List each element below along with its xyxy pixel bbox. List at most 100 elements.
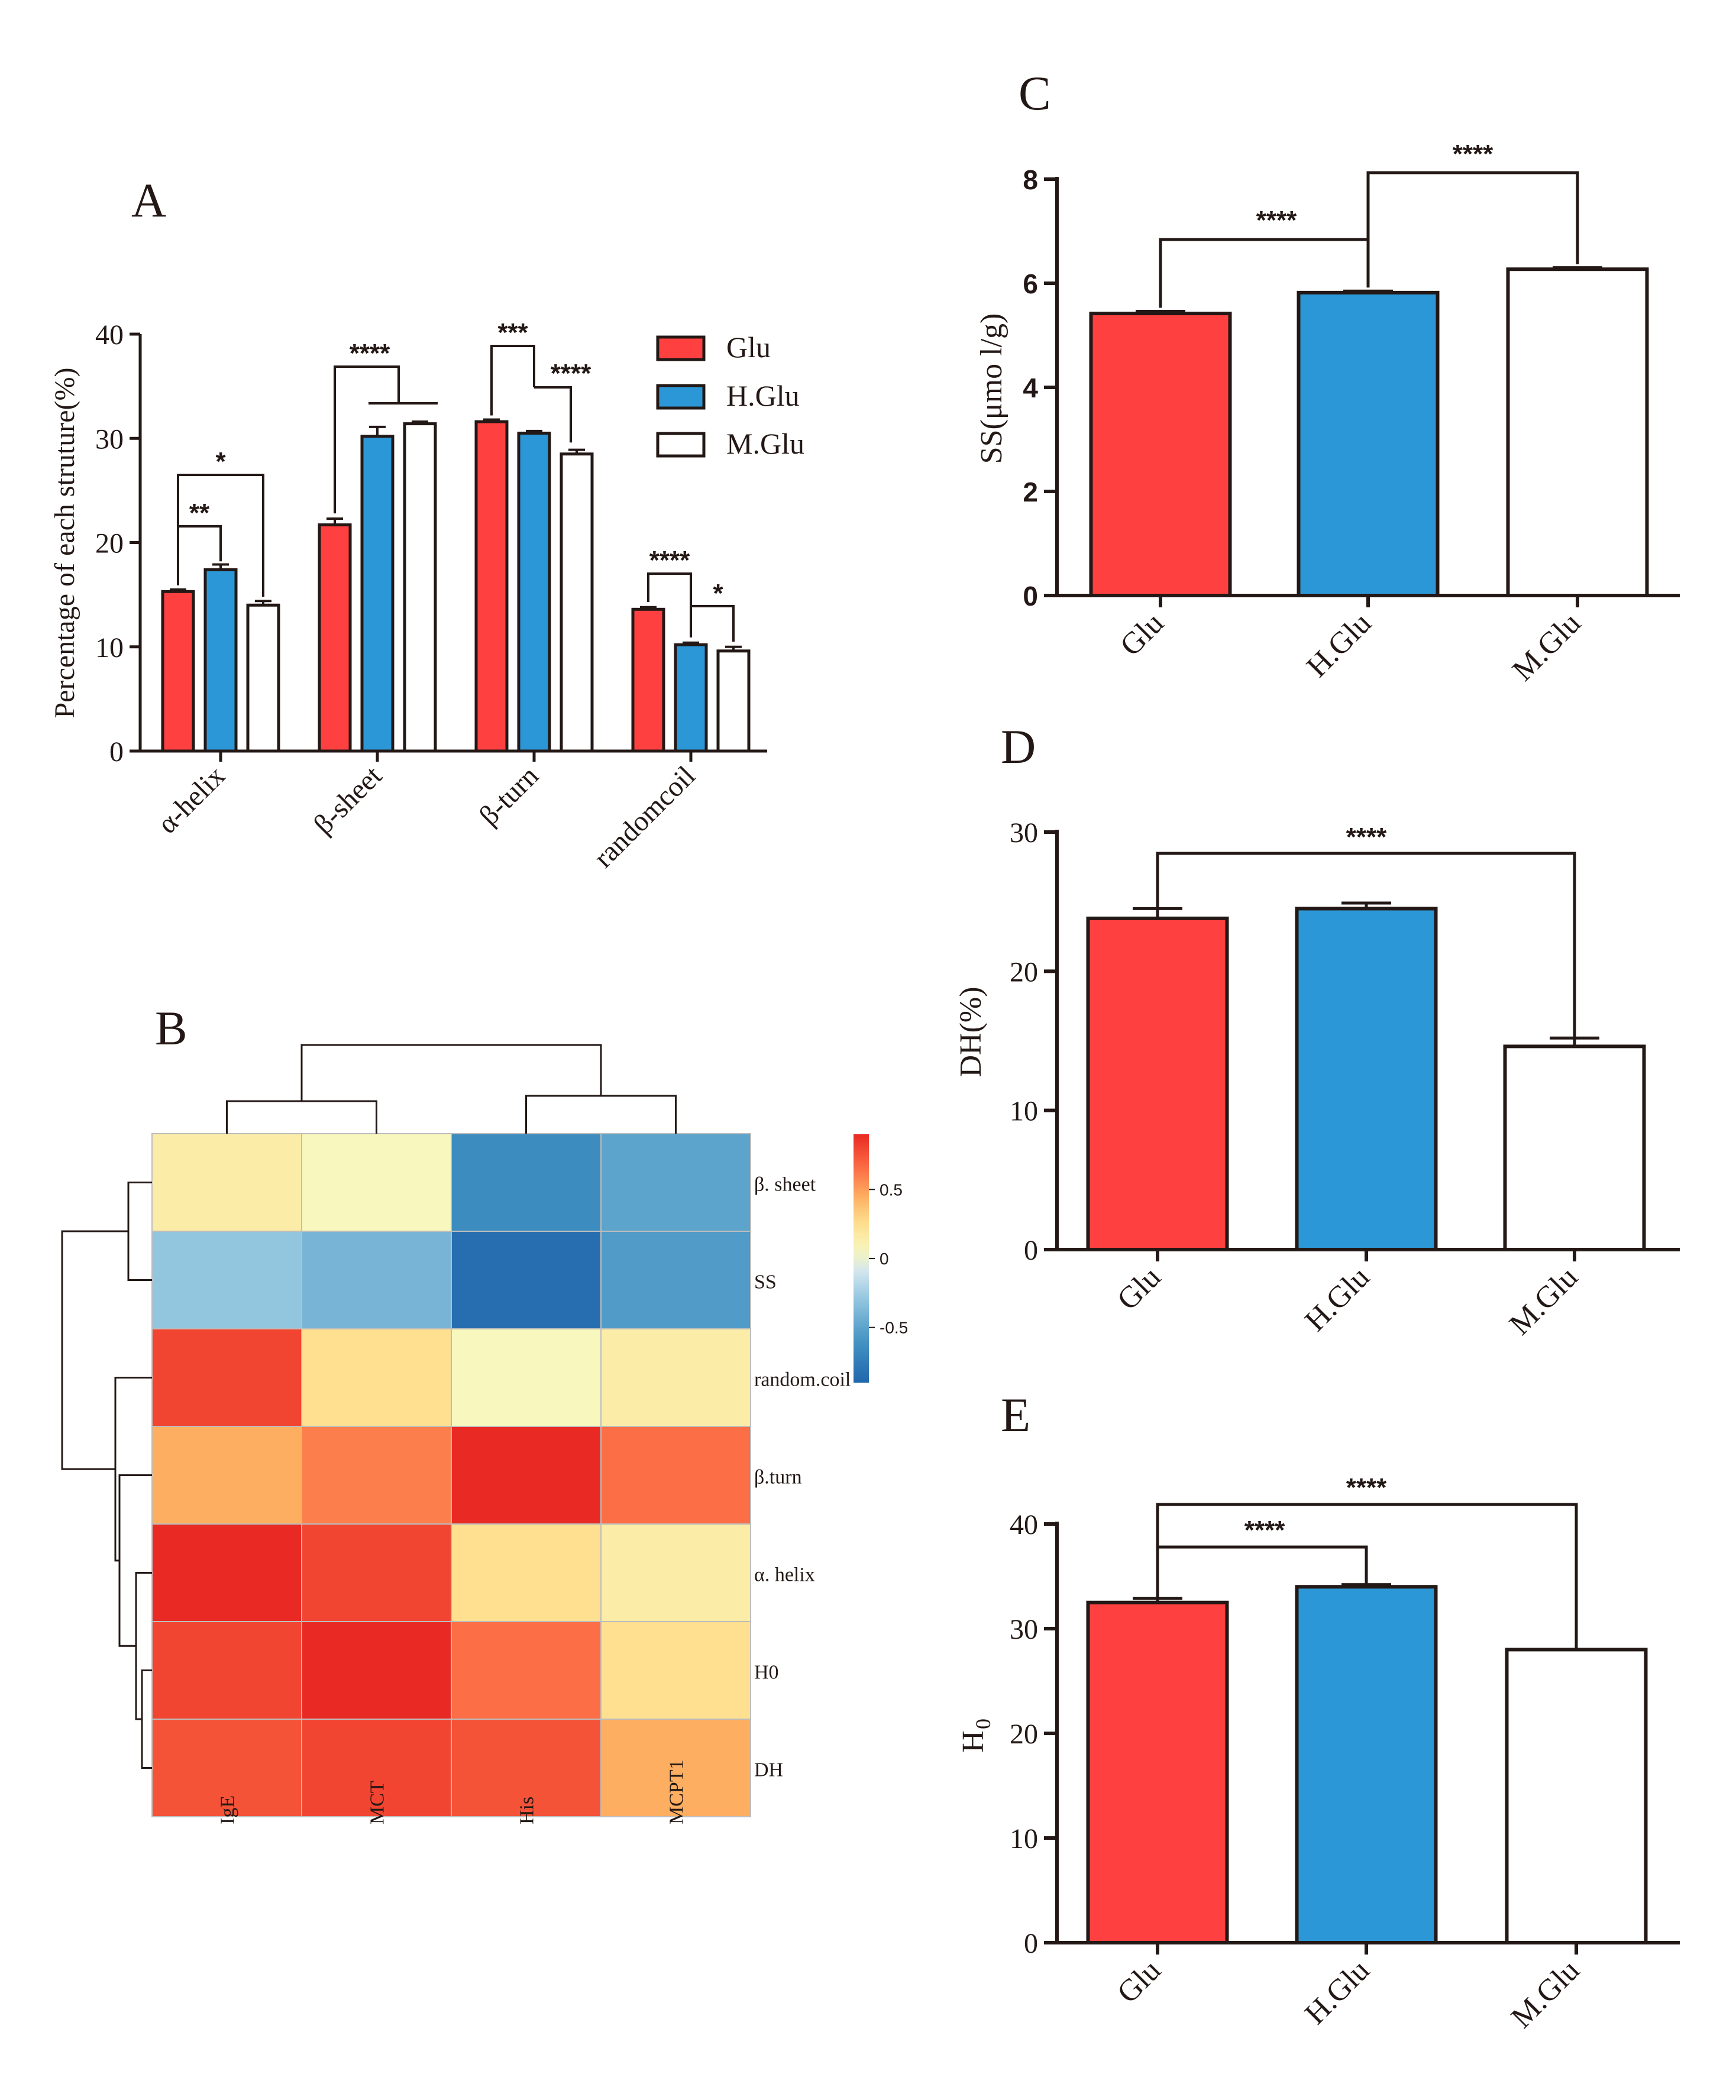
colorbar [854,1134,869,1383]
significance-label: **** [1346,823,1387,852]
significance-label: * [215,447,226,476]
x-tick-label: α-helix [151,760,231,839]
significance-bracket [1156,852,1576,1037]
heatmap-cell [451,1523,602,1622]
bar [360,435,395,753]
x-tick-label: M.Glu [1506,606,1587,687]
x-tick-label: randomcoil [588,760,701,873]
bar [1295,1585,1438,1944]
heatmap-cell [151,1523,302,1622]
bar [246,603,280,753]
bar [1086,1600,1229,1944]
panel-label: C [1019,66,1051,120]
bar [1295,907,1438,1251]
significance-label: **** [1256,206,1297,235]
significance-bracket [1366,171,1579,264]
heatmap-cell [301,1719,452,1817]
y-axis-label-subscript: 0 [971,1719,995,1729]
bar [203,568,238,753]
dendrogram-branch [525,1095,677,1134]
dendrogram-branch [127,1182,152,1281]
y-tick-label: 20 [1010,956,1038,988]
y-tick-label: 0 [1024,1928,1038,1959]
bar [716,649,751,753]
heatmap-column-label: MCT [367,1781,389,1824]
heatmap-cell [451,1621,602,1720]
dendrogram-branch [300,1044,602,1101]
bar [1089,312,1232,597]
legend-label: H.Glu [726,379,800,412]
panel-label: A [131,173,166,227]
significance-label: **** [1346,1473,1387,1502]
colorbar-tick-label: -0.5 [880,1319,908,1337]
x-tick-label: H.Glu [1298,1953,1376,2031]
colorbar-tick-label: 0.5 [880,1180,903,1199]
y-tick-label: 2 [1023,477,1038,507]
dendrogram-branch [114,1377,152,1562]
bar [161,590,195,753]
panel-label: B [155,1001,187,1055]
y-axis-label: H [956,1730,990,1753]
dendrogram-branch [135,1572,152,1720]
heatmap-cell [451,1231,602,1329]
panel-label: D [1001,720,1036,774]
legend-swatch [656,384,706,410]
heatmap-cell [151,1719,302,1817]
heatmap-cell [451,1328,602,1427]
significance-label: *** [497,318,528,347]
heatmap-cell [151,1231,302,1329]
heatmap-row-label: SS [754,1271,777,1293]
bar [1503,1044,1646,1251]
significance-bracket [177,525,222,585]
heatmap-cell [301,1523,452,1622]
x-tick-label: H.Glu [1298,1260,1376,1338]
significance-bracket [490,345,535,416]
legend-swatch [656,432,706,458]
bar [560,452,594,753]
heatmap-cell [301,1621,452,1720]
heatmap-column-label: His [516,1797,538,1824]
dendrogram-branch [226,1100,377,1134]
significance-label: **** [350,339,390,368]
y-tick-label: 8 [1023,164,1038,195]
heatmap-cell [301,1133,452,1232]
y-tick-label: 10 [1010,1096,1038,1127]
bar [1506,267,1649,597]
significance-label: **** [551,359,591,388]
heatmap-cell [151,1621,302,1720]
legend-label: Glu [726,331,771,364]
bar [1297,290,1440,597]
dendrogram-branch [61,1230,128,1470]
significance-label: **** [1453,140,1493,169]
legend-label: M.Glu [726,427,804,460]
significance-label: **** [649,546,690,575]
x-tick-label: Glu [1111,1260,1167,1316]
y-tick-label: 10 [95,632,124,664]
bar [517,431,551,753]
heatmap-cell [151,1133,302,1232]
y-tick-label: 40 [95,319,124,351]
heatmap-cell [151,1426,302,1525]
y-tick-label: 0 [1024,1235,1038,1266]
heatmap-cell [600,1621,751,1720]
y-axis-label: SS(μmo l/g) [975,313,1008,464]
heatmap-cell [600,1133,751,1232]
y-tick-label: 4 [1023,373,1038,403]
x-tick-label: H.Glu [1300,606,1378,684]
significance-bracket [1156,1545,1368,1599]
bar [403,422,437,753]
bar [631,607,665,753]
y-tick-label: 40 [1010,1509,1038,1541]
panel-label: E [1001,1388,1030,1442]
bar [674,643,708,753]
x-tick-label: M.Glu [1505,1953,1586,2034]
heatmap-row-label: β.turn [754,1467,802,1489]
heatmap-cell [600,1523,751,1622]
heatmap-cell [301,1328,452,1427]
significance-bracket [1156,1503,1578,1649]
x-tick-label: Glu [1114,606,1170,662]
y-tick-label: 30 [95,423,124,455]
heatmap-cell [301,1426,452,1525]
y-tick-label: 0 [1023,581,1038,611]
